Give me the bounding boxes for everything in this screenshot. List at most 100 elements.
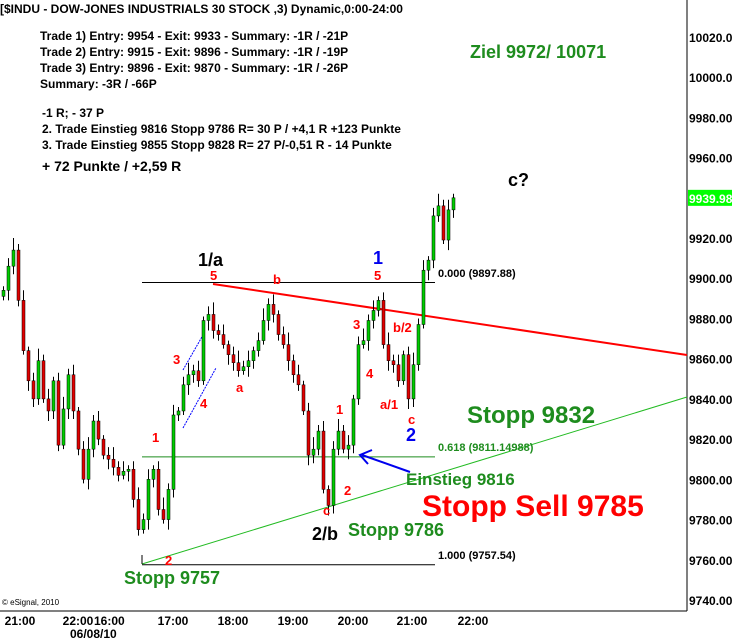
trade-line: Trade 2) Entry: 9915 - Exit: 9896 - Summ… (40, 45, 349, 59)
date-label: 06/08/10 (70, 627, 117, 640)
note-line: 3. Trade Einstieg 9855 Stopp 9828 R= 27 … (42, 138, 392, 152)
candle (171, 414, 176, 490)
candle (441, 205, 446, 241)
candle (166, 489, 171, 520)
entry-label: Einstieg 9816 (406, 470, 515, 489)
wave-label: 1 (336, 402, 344, 417)
y-tick-label: 9740.00 (689, 594, 732, 608)
last-price-badge (688, 189, 732, 206)
candle (326, 489, 331, 506)
y-tick-label: 9920.00 (689, 232, 732, 246)
candle (151, 469, 156, 480)
candle (186, 374, 191, 386)
wave-label: c (323, 503, 331, 518)
wave-label: 5 (374, 268, 382, 283)
candle (301, 384, 306, 412)
last-price-label: 9939.98 (689, 192, 732, 206)
y-tick-label: 9780.00 (689, 514, 732, 528)
candle (296, 374, 301, 386)
candle (11, 249, 16, 267)
candle (41, 360, 46, 400)
wave-label: 4 (366, 366, 374, 381)
candle (196, 370, 201, 382)
wave-label: b/2 (393, 320, 412, 335)
channel-line (182, 334, 204, 371)
x-tick-label: 19:00 (278, 614, 309, 628)
candle (366, 320, 371, 341)
wave-label: b (273, 272, 281, 287)
candle (46, 398, 51, 412)
candle (131, 469, 136, 500)
entry-arrow (361, 454, 411, 473)
total-result: + 72 Punkte / +2,59 R (42, 158, 182, 174)
y-tick-label: 10020.00 (689, 31, 732, 45)
candle (281, 334, 286, 345)
candle (1, 290, 6, 297)
x-tick-label: 18:00 (218, 614, 249, 628)
candle (126, 469, 131, 472)
stop-label: Stopp 9832 (467, 402, 596, 429)
candle (96, 420, 101, 440)
candle (116, 467, 121, 476)
candle (231, 354, 236, 363)
wave-label: 3 (353, 317, 361, 332)
wave-label: 1 (152, 430, 160, 445)
candle (226, 344, 231, 355)
candle (351, 398, 356, 446)
candle (276, 314, 281, 335)
wave-label: 1 (373, 248, 384, 268)
x-tick-label: 21:00 (397, 614, 428, 628)
candle (31, 380, 36, 400)
candle (146, 479, 151, 520)
chart-title: [$INDU - DOW-JONES INDUSTRIALS 30 STOCK … (0, 2, 403, 16)
candle (121, 471, 126, 476)
y-tick-label: 9880.00 (689, 312, 732, 326)
candle (386, 344, 391, 361)
copyright: © eSignal, 2010 (2, 598, 60, 607)
y-tick-label: 9840.00 (689, 393, 732, 407)
candle (86, 448, 91, 480)
candle (306, 410, 311, 456)
trades-summary: Trade 1) Entry: 9954 - Exit: 9933 - Summ… (40, 28, 348, 92)
candle (341, 430, 346, 450)
support-trendline (141, 396, 688, 565)
y-tick-label: 9860.00 (689, 353, 732, 367)
candle (426, 259, 431, 271)
y-tick-label: 9760.00 (689, 554, 732, 568)
x-tick-label: 22:00 (458, 614, 489, 628)
candle (431, 215, 436, 261)
candle (236, 362, 241, 371)
x-tick-label: 20:00 (338, 614, 369, 628)
candle (201, 320, 206, 382)
candle (16, 249, 21, 301)
y-tick-label: 9900.00 (689, 272, 732, 286)
y-tick-label: 9820.00 (689, 433, 732, 447)
wave-label: 2/b (312, 524, 339, 544)
wave-label: 2 (406, 425, 417, 445)
candle (66, 374, 71, 410)
trade-line: Trade 3) Entry: 9896 - Exit: 9870 - Summ… (40, 61, 349, 75)
candle (271, 304, 276, 315)
candle (51, 380, 56, 412)
x-tick-label: 17:00 (158, 614, 189, 628)
candle (241, 366, 246, 371)
candle (286, 344, 291, 361)
wave-label: 4 (200, 396, 208, 411)
candle (421, 269, 426, 325)
y-tick-label: 10000.00 (689, 71, 732, 85)
channel-line (182, 367, 217, 429)
candle (451, 197, 456, 211)
candle (321, 430, 326, 490)
candle (246, 360, 251, 367)
candle (291, 360, 296, 376)
candle (311, 448, 316, 456)
note-line: 2. Trade Einstieg 9816 Stopp 9786 R= 30 … (42, 122, 401, 136)
candle (56, 380, 61, 446)
stop-sell-label: Stopp Sell 9785 (422, 490, 644, 523)
candle (336, 430, 341, 450)
wave-label: 5 (210, 268, 218, 283)
candle (406, 354, 411, 400)
candle (206, 314, 211, 321)
candle (76, 410, 81, 450)
